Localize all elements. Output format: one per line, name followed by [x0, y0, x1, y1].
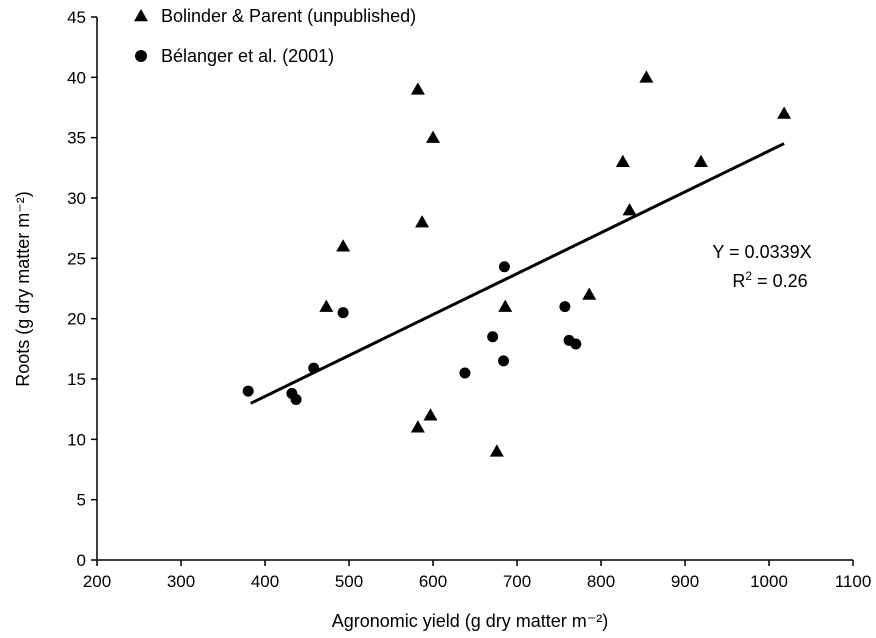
r-squared-label: R2 = 0.26 — [732, 269, 807, 291]
triangle-point — [410, 420, 425, 433]
legend-label-bolinder: Bolinder & Parent (unpublished) — [161, 6, 416, 26]
r-squared-superscript: 2 — [745, 269, 752, 283]
triangle-point — [498, 299, 513, 312]
triangle-point — [639, 70, 654, 83]
r-squared-prefix: R — [732, 271, 745, 291]
legend: Bolinder & Parent (unpublished) Bélanger… — [134, 6, 416, 66]
triangle-point — [410, 82, 425, 95]
triangle-point — [489, 444, 504, 457]
y-tick-label: 25 — [67, 249, 86, 268]
x-axis-title: Agronomic yield (g dry matter m⁻²) — [332, 611, 609, 631]
circle-point — [487, 331, 499, 343]
circle-point — [308, 362, 320, 374]
legend-circle-marker — [135, 50, 147, 62]
r-squared-value: = 0.26 — [752, 271, 808, 291]
triangle-point — [423, 408, 438, 421]
circle-point — [498, 261, 510, 273]
triangle-point — [582, 287, 597, 300]
triangle-point — [777, 106, 792, 119]
x-tick-label: 200 — [83, 572, 111, 591]
y-tick-label: 45 — [67, 8, 86, 27]
y-tick-label: 30 — [67, 189, 86, 208]
x-tick-label: 1000 — [750, 572, 788, 591]
y-tick-label: 15 — [67, 370, 86, 389]
x-tick-label: 400 — [251, 572, 279, 591]
triangle-point — [615, 154, 630, 168]
triangle-point — [336, 239, 351, 252]
regression-annotation: Y = 0.0339X R2 = 0.26 — [712, 242, 811, 291]
legend-label-belanger: Bélanger et al. (2001) — [161, 46, 334, 66]
y-tick-label: 20 — [67, 310, 86, 329]
circle-point — [498, 355, 510, 367]
x-axis-ticks: 200 300 400 500 600 700 800 900 1000 1100 — [83, 560, 871, 591]
triangle-point — [622, 203, 637, 216]
y-axis-ticks: 0 5 10 15 20 25 30 35 40 45 — [67, 8, 97, 570]
circle-point — [337, 307, 349, 319]
y-tick-label: 0 — [77, 551, 86, 570]
x-tick-label: 900 — [671, 572, 699, 591]
y-tick-label: 35 — [67, 129, 86, 148]
x-tick-label: 1100 — [835, 572, 872, 591]
y-tick-label: 5 — [77, 491, 86, 510]
trendline-group — [250, 142, 785, 405]
triangle-point — [319, 299, 334, 312]
regression-line — [250, 142, 785, 405]
x-tick-label: 800 — [587, 572, 615, 591]
x-tick-label: 600 — [419, 572, 447, 591]
legend-triangle-marker — [134, 9, 148, 22]
data-points — [242, 70, 792, 457]
axes — [96, 17, 853, 561]
y-tick-label: 10 — [67, 430, 86, 449]
circle-point — [242, 385, 254, 397]
regression-equation: Y = 0.0339X — [712, 242, 811, 262]
triangle-point — [426, 130, 440, 143]
x-tick-label: 700 — [503, 572, 531, 591]
circle-point — [459, 367, 471, 379]
circle-point — [570, 338, 582, 350]
y-tick-label: 40 — [67, 68, 86, 87]
triangle-point — [693, 154, 708, 168]
circle-point — [290, 394, 302, 406]
x-tick-label: 300 — [167, 572, 195, 591]
triangle-point — [415, 215, 430, 228]
circle-point — [559, 301, 571, 313]
y-axis-title: Roots (g dry matter m⁻²) — [13, 191, 33, 387]
x-tick-label: 500 — [335, 572, 363, 591]
